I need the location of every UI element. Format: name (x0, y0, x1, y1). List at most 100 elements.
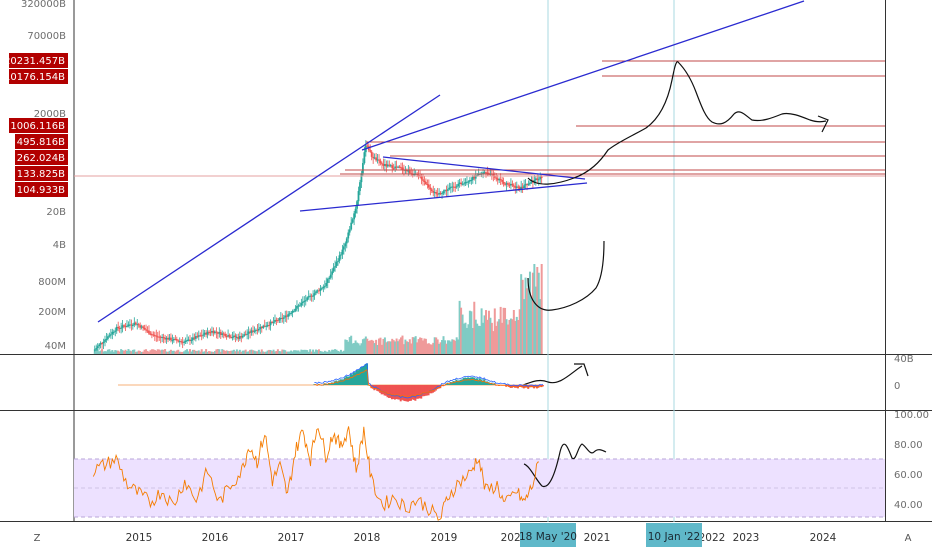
candle-body (228, 335, 231, 337)
macd-signal-line (314, 369, 544, 398)
macd-histogram-bar (481, 380, 484, 385)
candle-body (366, 145, 369, 147)
volume-bar (476, 323, 479, 354)
y-tick-label: 200M (38, 307, 66, 318)
level-lines (74, 60, 885, 177)
candle-body (529, 182, 531, 184)
candle-body (496, 178, 499, 181)
volume-bar (370, 339, 373, 354)
volume-bar (320, 351, 323, 354)
candle-body (526, 184, 528, 186)
candle-body (300, 303, 303, 306)
candle-body (385, 164, 388, 167)
volume-bar (273, 351, 276, 354)
volume-bar (518, 309, 521, 354)
volume-bar (395, 338, 398, 354)
volume-bar (260, 349, 263, 354)
trend-line-long-support (97, 94, 441, 323)
volume-bar (137, 350, 140, 354)
volume-bar (464, 322, 467, 354)
level-label: 262.024B (17, 153, 65, 164)
volume-bar (293, 350, 296, 354)
rsi-indicator (92, 426, 540, 521)
candle-body (278, 318, 281, 321)
candle-body (230, 336, 232, 338)
volume-bar (222, 349, 225, 354)
level-label: 20231.457B (4, 56, 65, 67)
candle-body (233, 335, 235, 337)
volume-bar (276, 349, 279, 354)
volume-bar (528, 271, 531, 354)
macd-histogram-bar (396, 385, 399, 400)
candle-body (98, 344, 101, 347)
macd-histogram-bar (418, 385, 421, 399)
volume-bar (480, 308, 483, 354)
volume-bar (196, 350, 199, 354)
projection-sketches (519, 61, 829, 488)
candle-body (143, 327, 146, 330)
pane-frames (0, 0, 932, 522)
candle-body (272, 321, 275, 323)
macd-histogram-bar (360, 367, 363, 385)
candle-body (221, 333, 224, 335)
candle-body (510, 183, 512, 186)
candle-body (193, 337, 196, 339)
date-flag (520, 523, 576, 547)
volume-bar (401, 335, 404, 354)
macd-histogram-bar (386, 385, 389, 398)
volume-bar (164, 349, 167, 354)
candle-body (93, 349, 96, 351)
candle-body (381, 163, 383, 165)
volume-bar (347, 341, 350, 354)
volume-bar (383, 337, 386, 354)
candle-body (149, 333, 152, 335)
candle-body (108, 335, 111, 337)
candle-body (209, 332, 212, 334)
volume-bar (301, 350, 304, 354)
candle-body (537, 179, 540, 181)
volume-bar (364, 336, 367, 354)
candle-body (208, 331, 210, 333)
candle-body (449, 186, 452, 188)
volume-bar (468, 310, 471, 354)
macd-histogram-bar (313, 384, 316, 385)
candle-body (165, 337, 168, 340)
macd-histogram-bar (455, 379, 458, 385)
macd-histogram-bar (541, 385, 544, 387)
volume-bar (391, 338, 394, 354)
candle-body (413, 174, 416, 176)
volume-bar (322, 351, 325, 354)
y-tick-label: 4B (53, 240, 66, 251)
volume-bar (360, 343, 363, 354)
volume-bar (212, 351, 215, 354)
volume-bar (191, 349, 194, 354)
y-tick-label: 40M (45, 341, 66, 352)
macd-histogram-bar (398, 385, 401, 400)
volume-bar (208, 351, 211, 354)
volume-bar (426, 343, 429, 354)
zoom-button[interactable]: Z (34, 533, 41, 544)
volume-bar (438, 343, 441, 354)
macd-histogram-bar (377, 385, 380, 392)
auto-scale-button[interactable]: A (905, 533, 912, 544)
volume-bar (297, 350, 300, 354)
volume-bar (310, 351, 313, 354)
candle-body (277, 320, 279, 322)
candle-body (291, 311, 294, 313)
candle-body (430, 189, 433, 192)
macd-histogram-bar (411, 385, 414, 400)
candle-body (379, 160, 382, 164)
candle-body (473, 176, 476, 179)
candle-body (168, 337, 171, 340)
candle-body (284, 315, 287, 318)
level-label-box (9, 69, 68, 84)
volume-bar (443, 340, 446, 354)
candle-body (256, 329, 259, 331)
candle-body (530, 181, 533, 183)
volume-bar (369, 340, 372, 354)
macd-histogram-bar (467, 377, 470, 385)
candle-body (153, 335, 156, 337)
candle-body (392, 168, 395, 170)
volume-bar (136, 351, 139, 354)
